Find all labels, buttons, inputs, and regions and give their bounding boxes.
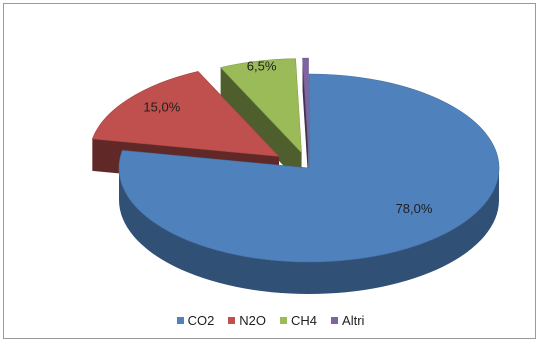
- data-label-n2o: 15,0%: [143, 100, 180, 115]
- data-label-co2: 78,0%: [396, 201, 433, 216]
- slice-wall-altri-0: [302, 58, 309, 185]
- slice-altri: [302, 57, 309, 153]
- legend-item-altri: Altri: [331, 313, 364, 328]
- legend-swatch-n2o: [228, 317, 236, 324]
- pie-chart: 78,0%15,0%6,5%0,5%: [91, 57, 500, 294]
- slice-ch4: [220, 58, 302, 154]
- legend-item-ch4: CH4: [280, 313, 317, 328]
- legend-label-ch4: CH4: [291, 313, 318, 328]
- legend-label-co2: CO2: [187, 313, 215, 328]
- slice-co2: [118, 73, 500, 263]
- slice-n2o: [91, 71, 280, 157]
- slice-wall-ch4-0: [220, 67, 302, 185]
- data-label-ch4: 6,5%: [247, 58, 277, 73]
- legend-item-co2: CO2: [176, 313, 215, 328]
- legend-item-n2o: N2O: [228, 313, 266, 328]
- legend: CO2 N2O CH4 Altri: [4, 313, 537, 328]
- legend-swatch-altri: [331, 317, 339, 324]
- slice-side-co2: [119, 168, 499, 294]
- legend-label-n2o: N2O: [239, 313, 267, 328]
- legend-swatch-co2: [176, 317, 184, 324]
- legend-label-altri: Altri: [342, 313, 365, 328]
- legend-swatch-ch4: [280, 317, 288, 324]
